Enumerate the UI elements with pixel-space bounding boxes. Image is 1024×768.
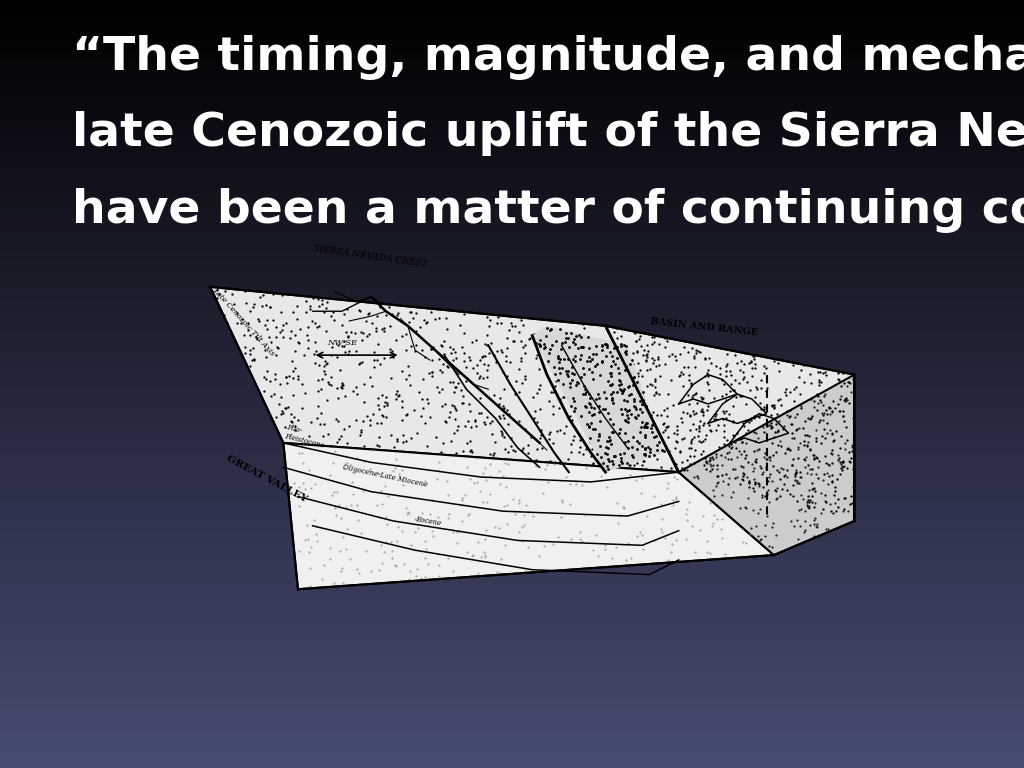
Text: Plio-
Pleistocene: Plio- Pleistocene	[284, 423, 327, 450]
Polygon shape	[210, 286, 679, 472]
Text: SIERRA NEVADA CREST: SIERRA NEVADA CREST	[312, 244, 428, 270]
Text: BASIN AND RANGE: BASIN AND RANGE	[649, 317, 758, 338]
Text: GREAT VALLEY: GREAT VALLEY	[225, 453, 308, 504]
Polygon shape	[679, 375, 854, 555]
Polygon shape	[284, 443, 774, 589]
Text: NW-SE: NW-SE	[328, 339, 357, 347]
Text: “The timing, magnitude, and mechanics of the: “The timing, magnitude, and mechanics of…	[72, 35, 1024, 80]
Polygon shape	[605, 326, 854, 521]
Text: late Cenozoic uplift of the Sierra Nevada range: late Cenozoic uplift of the Sierra Nevad…	[72, 111, 1024, 157]
Text: have been a matter of continuing controversy.”: have been a matter of continuing controv…	[72, 188, 1024, 233]
Text: Oligocene-Late Miocene: Oligocene-Late Miocene	[342, 463, 428, 488]
Polygon shape	[532, 326, 665, 472]
Text: Eocene: Eocene	[415, 515, 442, 528]
Text: Late Cenozoic Tilt Axis: Late Cenozoic Tilt Axis	[210, 286, 275, 357]
